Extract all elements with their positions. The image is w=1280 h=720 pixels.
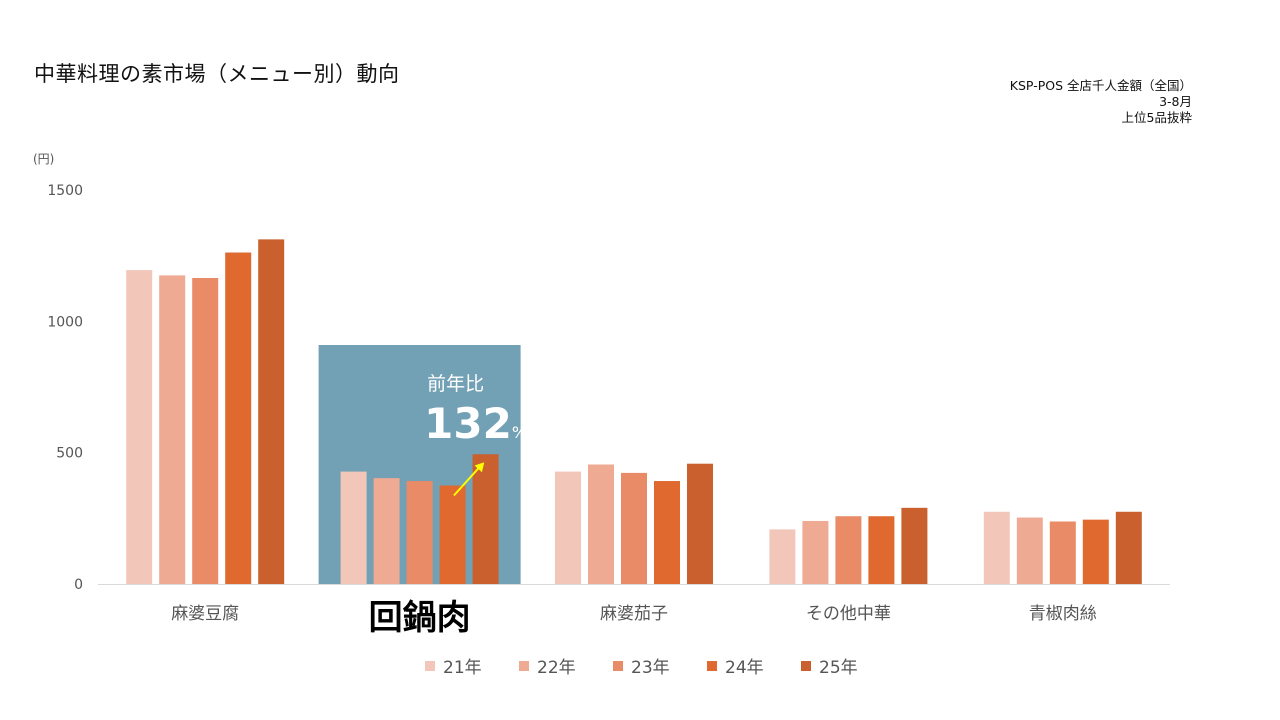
category-label: 回鍋肉 xyxy=(369,598,471,638)
bar xyxy=(340,471,367,584)
bar xyxy=(1016,517,1043,584)
legend-swatch xyxy=(519,660,529,671)
y-tick-label: 500 xyxy=(56,446,83,462)
category-label: 青椒肉絲 xyxy=(1029,604,1097,624)
legend-swatch xyxy=(801,660,811,671)
category-label: その他中華 xyxy=(806,604,891,624)
category-label: 麻婆茄子 xyxy=(600,604,668,624)
bar xyxy=(802,520,829,584)
legend-item: 25年 xyxy=(801,653,858,678)
bar xyxy=(983,511,1010,584)
yoy-unit: % xyxy=(512,423,527,442)
bar xyxy=(687,463,713,584)
yoy-value: 132% xyxy=(424,399,527,448)
source-note: KSP-POS 全店千人金額（全国） 3-8月 上位5品抜粋 xyxy=(1010,78,1192,126)
bar xyxy=(769,529,796,584)
legend-label: 25年 xyxy=(819,658,858,678)
bar xyxy=(1115,511,1142,584)
legend-label: 21年 xyxy=(443,658,482,678)
bar xyxy=(1049,521,1076,584)
bar xyxy=(225,252,252,585)
bar xyxy=(439,485,466,584)
chart-title: 中華料理の素市場（メニュー別）動向 xyxy=(34,62,400,86)
legend-item: 23年 xyxy=(613,653,670,678)
bar xyxy=(621,472,647,584)
y-tick-label: 1500 xyxy=(47,183,83,199)
yoy-arrow-head xyxy=(474,462,485,473)
legend-item: 21年 xyxy=(425,653,482,678)
bar xyxy=(588,464,614,584)
legend-label: 22年 xyxy=(537,658,576,678)
legend-swatch xyxy=(613,660,623,671)
legend-item: 22年 xyxy=(519,653,576,678)
bar xyxy=(654,481,680,584)
y-tick-label: 0 xyxy=(74,577,83,593)
bar xyxy=(406,481,433,584)
legend-label: 24年 xyxy=(725,658,764,678)
bar xyxy=(835,516,862,584)
legend-item: 24年 xyxy=(707,653,764,678)
legend-swatch xyxy=(425,660,435,671)
y-tick-label: 1000 xyxy=(47,314,83,330)
bar xyxy=(192,277,219,584)
bar xyxy=(555,471,581,584)
bar xyxy=(472,454,499,584)
bar xyxy=(373,478,400,584)
legend-swatch xyxy=(707,660,717,671)
category-label: 麻婆豆腐 xyxy=(171,604,239,624)
yoy-label: 前年比 xyxy=(427,373,484,395)
legend-label: 23年 xyxy=(631,658,670,678)
chart-legend: 21年 22年 23年 24年 25年 xyxy=(0,653,1280,679)
bar xyxy=(126,270,153,584)
bar xyxy=(1082,519,1109,584)
yoy-number: 132 xyxy=(424,399,512,448)
bar xyxy=(901,507,928,584)
source-line-2: 3-8月 xyxy=(1159,94,1192,109)
y-axis-unit: (円) xyxy=(33,152,55,166)
source-line-3: 上位5品抜粋 xyxy=(1121,110,1192,125)
bar xyxy=(868,516,895,584)
bar xyxy=(159,275,186,584)
bar xyxy=(258,239,285,584)
source-line-1: KSP-POS 全店千人金額（全国） xyxy=(1009,78,1192,93)
yoy-arrow-line xyxy=(453,465,482,497)
